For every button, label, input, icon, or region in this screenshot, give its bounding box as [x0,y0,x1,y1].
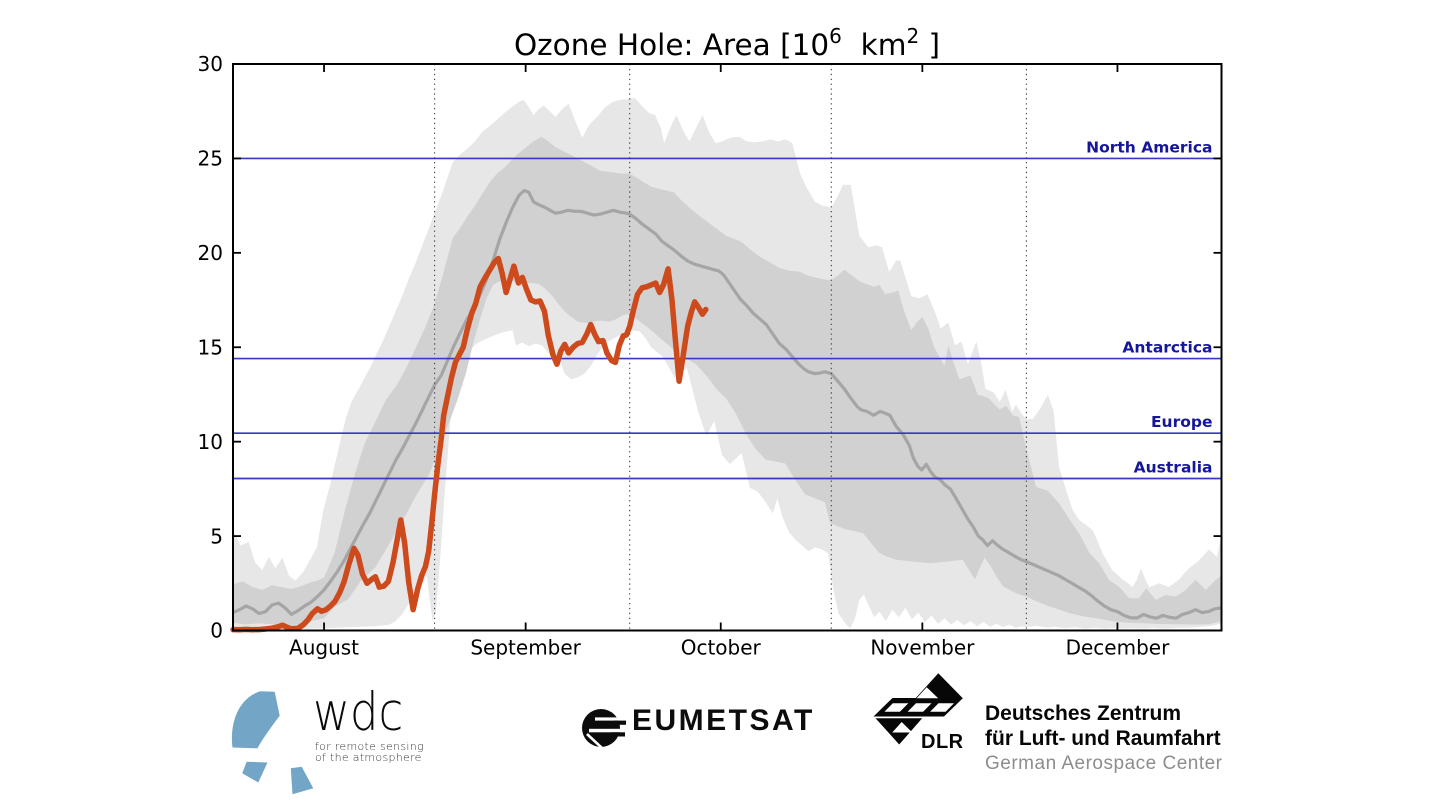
wdc-logo-text: wdc [313,682,404,743]
axis-ticks [233,63,1222,632]
reference-label-north-america: North America [1086,138,1212,156]
wdc-ring-segment-bottom [290,766,314,795]
eumetsat-crescent-cut [586,733,605,751]
dlr-window [884,703,909,712]
eumetsat-slit-upper [595,717,627,721]
dlr-window [916,687,939,699]
dlr-logo-text: Deutsches Zentrum für Luft- und Raumfahr… [985,701,1223,776]
eumetsat-slit-lower [589,728,627,733]
wdc-ring-icon [231,691,314,795]
dlr-window [930,703,954,712]
y-tick-label: 25 [198,147,223,171]
title-mid: km [842,28,907,62]
eumetsat-band-upper [614,720,626,725]
reference-label-australia: Australia [1134,458,1213,476]
reference-label-antarctica: Antarctica [1122,339,1212,357]
eumetsat-band-lower [611,732,625,737]
y-tick-label: 30 [198,52,223,76]
wdc-ring-arc [231,691,280,749]
eumetsat-globe-icon [582,709,627,751]
wdc-ring-segment-left [242,761,268,783]
wdc-subtitle-line1: for remote sensing [315,740,424,753]
dlr-logo: DLR Deutsches Zentrum für Luft- und Raum… [865,670,1285,795]
y-tick-label: 15 [198,335,223,359]
reference-label-europe: Europe [1151,413,1213,431]
climatology-mean-path [232,188,1222,620]
y-tick-label: 10 [198,430,223,454]
dlr-window [907,703,932,712]
title-prefix: Ozone Hole: Area [10 [514,28,829,62]
eumetsat-disc [582,709,620,747]
current-year-path [230,255,709,633]
wdc-subtitle-line2: of the atmosphere [315,750,422,764]
climatology-mean-line [232,188,1222,620]
x-tick-label: September [470,636,581,660]
dlr-name-line2: für Luft- und Raumfahrt [985,727,1221,750]
axis-tick-labels: 0 5 10 15 20 25 30 August September October Novemb… [198,52,1171,659]
x-tick-label: August [289,636,359,660]
climatology-bands [233,98,1222,630]
y-tick-label: 5 [210,524,223,548]
dlr-logo-short: DLR [921,731,964,753]
dlr-name-english: German Aerospace Center [985,753,1223,774]
x-tick-label: November [870,636,975,660]
dlr-name-line1: Deutsches Zentrum [985,702,1182,725]
x-tick-label: October [681,636,762,660]
continent-reference-lines: North America Antarctica Europe Australia [233,138,1222,480]
current-year-line [230,255,709,633]
title-suffix: ] [919,28,940,62]
eumetsat-logo: EUMETSAT [581,704,831,752]
y-tick-label: 20 [198,241,223,265]
dlr-window [892,722,913,733]
wdc-logo: wdc for remote sensing of the atmosphere [227,676,467,806]
y-tick-label: 0 [210,619,223,643]
dlr-emblem-icon [873,673,963,745]
title-superscript-6: 6 [829,24,842,48]
climatology-inner-band-area [233,136,1222,626]
chart-title: Ozone Hole: Area [106 km2 ] [514,24,940,62]
wdc-logo-subtitle: for remote sensing of the atmosphere [315,740,424,764]
eumetsat-logo-text: EUMETSAT [632,704,815,737]
title-superscript-2: 2 [906,24,919,48]
x-tick-label: December [1066,636,1170,660]
